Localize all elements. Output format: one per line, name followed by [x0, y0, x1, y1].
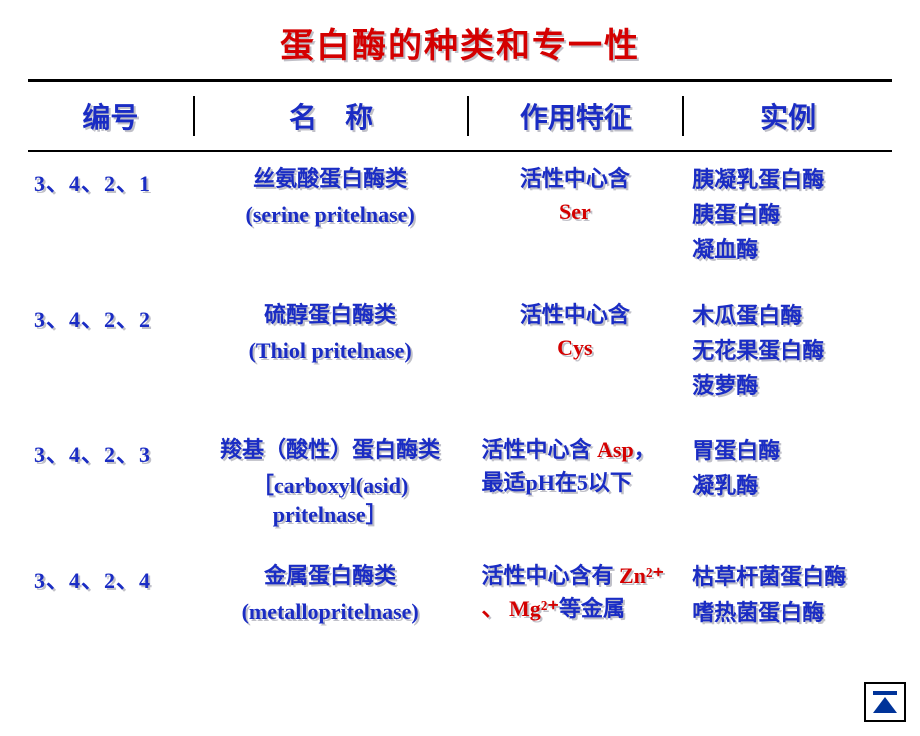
example-item: 胰蛋白酶: [692, 197, 886, 232]
cell-name-en: (metallopritelnase): [199, 598, 462, 627]
cell-feature-pre: 活性中心含有: [481, 563, 613, 588]
table-row: 3、4、2、4 金属蛋白酶类 (metallopritelnase) 活性中心含…: [28, 549, 892, 637]
cell-name-en: ［carboxyl(asid) pritelnase］: [199, 472, 462, 529]
cell-feature-pre: 活性中心含: [520, 302, 630, 327]
cell-no: 3、4、2、1: [28, 162, 193, 198]
cell-feature-key: Ser: [559, 199, 591, 224]
example-item: 凝乳酶: [692, 468, 886, 503]
col-header-no: 编号: [28, 96, 193, 136]
cell-name-cn: 硫醇蛋白酶类: [199, 298, 462, 331]
nav-top-icon[interactable]: [864, 682, 906, 722]
cell-feature-pre: 活性中心含: [481, 437, 591, 462]
cell-no: 3、4、2、2: [28, 298, 193, 334]
col-header-example: 实例: [682, 96, 892, 136]
example-item: 胃蛋白酶: [692, 433, 886, 468]
cell-name-cn: 金属蛋白酶类: [199, 559, 462, 592]
table-row: 3、4、2、1 丝氨酸蛋白酶类 (serine pritelnase) 活性中心…: [28, 152, 892, 288]
example-item: 木瓜蛋白酶: [692, 298, 886, 333]
example-item: 无花果蛋白酶: [692, 333, 886, 368]
col-header-feature: 作用特征: [467, 96, 682, 136]
cell-name-cn: 羧基（酸性）蛋白酶类: [199, 433, 462, 466]
table-row: 3、4、2、3 羧基（酸性）蛋白酶类 ［carboxyl(asid) prite…: [28, 423, 892, 549]
cell-name-en: (serine pritelnase): [199, 201, 462, 230]
cell-feature-key: Cys: [557, 335, 592, 360]
arrow-up-icon: [873, 697, 897, 713]
example-item: 凝血酶: [692, 232, 886, 267]
cell-name-cn: 丝氨酸蛋白酶类: [199, 162, 462, 195]
table-row: 3、4、2、2 硫醇蛋白酶类 (Thiol pritelnase) 活性中心含 …: [28, 288, 892, 424]
page-title: 蛋白酶的种类和专一性: [280, 28, 640, 65]
col-header-name: 名 称: [193, 96, 468, 136]
example-item: 枯草杆菌蛋白酶: [692, 559, 886, 594]
example-item: 菠萝酶: [692, 368, 886, 403]
example-item: 嗜热菌蛋白酶: [692, 595, 886, 630]
nav-bar: [873, 691, 897, 695]
protease-table: 编号 名 称 作用特征 实例 3、4、2、1 丝氨酸蛋白酶类 (serine p…: [28, 79, 892, 638]
cell-name-en: (Thiol pritelnase): [199, 337, 462, 366]
cell-feature-post: 等金属: [559, 596, 625, 621]
example-item: 胰凝乳蛋白酶: [692, 162, 886, 197]
cell-feature-pre: 活性中心含: [520, 166, 630, 191]
table-header: 编号 名 称 作用特征 实例: [28, 82, 892, 150]
cell-feature-key: Asp: [597, 437, 634, 462]
cell-no: 3、4、2、4: [28, 559, 193, 595]
cell-no: 3、4、2、3: [28, 433, 193, 469]
